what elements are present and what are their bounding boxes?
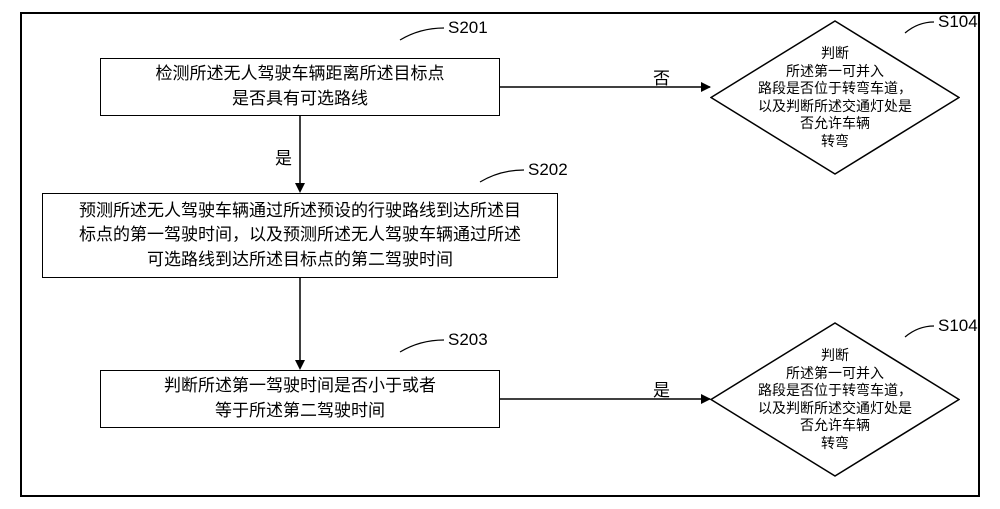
text-line: 转弯	[821, 133, 849, 149]
step-label-s104-bottom: S104	[938, 316, 978, 336]
step-label-s202: S202	[528, 160, 568, 180]
text-line: 转弯	[821, 435, 849, 451]
node-s104-bottom-text: 判断 所述第一可并入 路段是否位于转弯车道， 以及判断所述交通灯处是 否允许车辆…	[710, 322, 960, 477]
text-line: 判断	[821, 45, 849, 61]
step-label-s104-top: S104	[938, 12, 978, 32]
text-line: 所述第一可并入	[786, 63, 884, 79]
text-line: 否允许车辆	[800, 115, 870, 131]
text-line: 所述第一可并入	[786, 365, 884, 381]
node-s202: 预测所述无人驾驶车辆通过所述预设的行驶路线到达所述目 标点的第一驾驶时间，以及预…	[42, 193, 558, 278]
edge-label-yes-2: 是	[653, 376, 670, 401]
text-line: 检测所述无人驾驶车辆距离所述目标点	[156, 64, 445, 83]
text-line: 路段是否位于转弯车道，	[758, 80, 912, 96]
text-line: 标点的第一驾驶时间，以及预测所述无人驾驶车辆通过所述	[79, 225, 521, 244]
text-line: 预测所述无人驾驶车辆通过所述预设的行驶路线到达所述目	[79, 201, 521, 220]
text-line: 路段是否位于转弯车道，	[758, 382, 912, 398]
text-line: 判断所述第一驾驶时间是否小于或者	[164, 376, 436, 395]
text-line: 判断	[821, 347, 849, 363]
text-line: 以及判断所述交通灯处是	[758, 98, 912, 114]
step-label-s203: S203	[448, 330, 488, 350]
node-s104-top: 判断 所述第一可并入 路段是否位于转弯车道， 以及判断所述交通灯处是 否允许车辆…	[710, 20, 960, 175]
edge-label-no: 否	[653, 64, 670, 89]
text-line: 否允许车辆	[800, 417, 870, 433]
node-s104-top-text: 判断 所述第一可并入 路段是否位于转弯车道， 以及判断所述交通灯处是 否允许车辆…	[710, 20, 960, 175]
step-label-s201: S201	[448, 18, 488, 38]
node-s202-text: 预测所述无人驾驶车辆通过所述预设的行驶路线到达所述目 标点的第一驾驶时间，以及预…	[79, 199, 521, 273]
node-s104-bottom: 判断 所述第一可并入 路段是否位于转弯车道， 以及判断所述交通灯处是 否允许车辆…	[710, 322, 960, 477]
text-line: 是否具有可选路线	[232, 89, 368, 108]
text-line: 以及判断所述交通灯处是	[758, 400, 912, 416]
edge-label-yes-1: 是	[275, 144, 292, 169]
node-s201-text: 检测所述无人驾驶车辆距离所述目标点 是否具有可选路线	[156, 62, 445, 111]
node-s201: 检测所述无人驾驶车辆距离所述目标点 是否具有可选路线	[100, 58, 500, 116]
node-s203-text: 判断所述第一驾驶时间是否小于或者 等于所述第二驾驶时间	[164, 374, 436, 423]
text-line: 等于所述第二驾驶时间	[215, 401, 385, 420]
text-line: 可选路线到达所述目标点的第二驾驶时间	[147, 250, 453, 269]
node-s203: 判断所述第一驾驶时间是否小于或者 等于所述第二驾驶时间	[100, 370, 500, 428]
